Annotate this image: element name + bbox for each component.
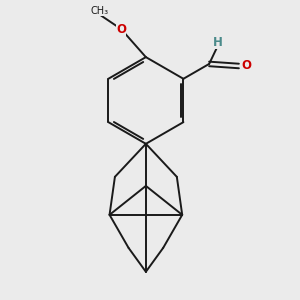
Text: H: H [212,36,222,49]
Text: CH₃: CH₃ [91,6,109,16]
Text: O: O [116,22,126,35]
Text: O: O [241,59,251,73]
